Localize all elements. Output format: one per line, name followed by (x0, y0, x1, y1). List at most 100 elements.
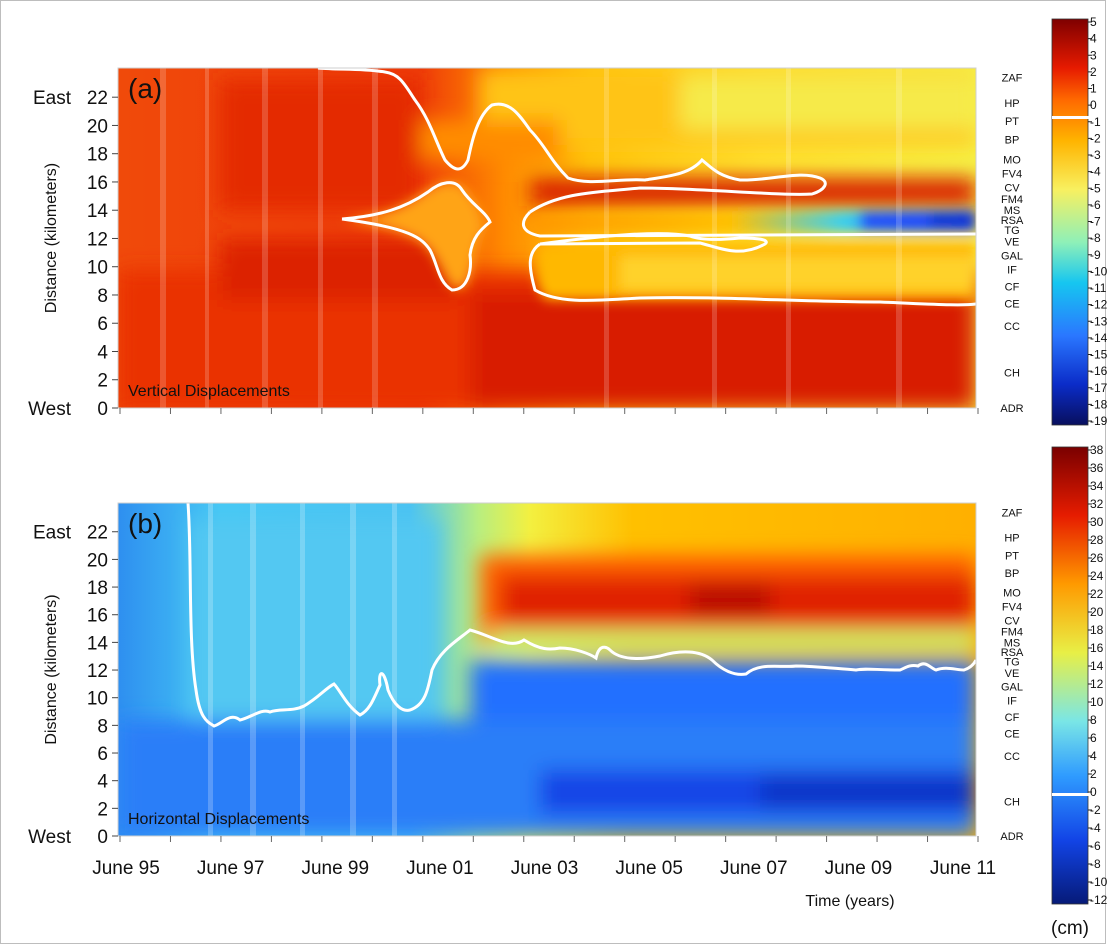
station-label: CH (1004, 796, 1020, 808)
station-label: IF (1007, 695, 1017, 707)
colorbar-tick-label: -10 (1090, 875, 1108, 889)
y-tick-label: 2 (97, 371, 108, 392)
x-tick-label: June 09 (825, 858, 893, 879)
y-end-label-west: West (28, 399, 72, 420)
colorbar-vertical-zero-mark (1052, 116, 1092, 119)
x-tick-label: June 07 (720, 858, 788, 879)
y-tick-label: 20 (87, 116, 108, 137)
colorbar-tick-label: -8 (1090, 857, 1101, 871)
colorbar-tick-label: 14 (1090, 659, 1104, 673)
colorbar-tick-label: -17 (1090, 381, 1108, 395)
colorbar-tick-label: -2 (1090, 803, 1101, 817)
colorbar-tick-label: -13 (1090, 314, 1108, 328)
colorbar-tick-label: 32 (1090, 497, 1104, 511)
colorbar-tick-label: 34 (1090, 479, 1104, 493)
station-label: RSA (1001, 647, 1024, 659)
x-tick-label: June 01 (406, 858, 474, 879)
station-label: VE (1005, 668, 1020, 680)
station-label: GAL (1001, 682, 1023, 694)
colorbar-tick-label: 4 (1090, 749, 1097, 763)
station-label: FV4 (1002, 168, 1022, 180)
colorbar-tick-label: -4 (1090, 821, 1101, 835)
colorbar-tick-label: -19 (1090, 414, 1108, 428)
colorbar-tick-label: -6 (1090, 839, 1101, 853)
colorbar-tick-label: 24 (1090, 569, 1104, 583)
station-label: BP (1005, 135, 1020, 147)
colorbar-tick-label: -8 (1090, 231, 1101, 245)
y-tick-label: 8 (97, 716, 108, 737)
y-tick-label: 4 (97, 342, 108, 363)
colorbar-tick-label: 28 (1090, 533, 1104, 547)
station-label: FV4 (1002, 601, 1022, 613)
station-label: CE (1004, 298, 1019, 310)
y-tick-label: 4 (97, 772, 108, 793)
y-axis-label: Distance (kilometers) (43, 163, 60, 313)
panel-a-annotation: Vertical Displacements (128, 383, 290, 400)
station-label: TG (1004, 225, 1019, 237)
y-tick-label: 20 (87, 550, 108, 571)
colorbar-tick-label: 2 (1090, 767, 1097, 781)
colorbar-tick-label: -4 (1090, 165, 1101, 179)
station-label: HP (1004, 98, 1019, 110)
y-tick-label: 16 (87, 173, 108, 194)
station-label: CV (1004, 183, 1020, 195)
station-label: PT (1005, 116, 1019, 128)
y-tick-label: 22 (87, 88, 108, 109)
y-tick-label: 18 (87, 578, 108, 599)
y-tick-label: 6 (97, 314, 108, 335)
x-tick-label: June 99 (301, 858, 369, 879)
station-label: CF (1005, 712, 1020, 724)
station-label: HP (1004, 532, 1019, 544)
colorbar-tick-label: 30 (1090, 515, 1104, 529)
colorbar-tick-label: 3 (1090, 48, 1097, 62)
station-label: CC (1004, 751, 1020, 763)
station-label: ADR (1000, 403, 1023, 415)
colorbar-tick-label: 1 (1090, 82, 1097, 96)
station-label: FM4 (1001, 194, 1023, 206)
colorbar-tick-label: 16 (1090, 641, 1104, 655)
y-tick-label: 0 (97, 827, 108, 848)
colorbar-horizontal-zero-mark (1052, 793, 1092, 796)
station-label: PT (1005, 550, 1019, 562)
colorbar-tick-label: 0 (1090, 98, 1097, 112)
y-tick-label: 6 (97, 744, 108, 765)
colorbar-tick-label: -3 (1090, 148, 1101, 162)
colorbar-tick-label: -2 (1090, 131, 1101, 145)
colorbar-tick-label: 0 (1090, 785, 1097, 799)
colorbar-tick-label: -18 (1090, 397, 1108, 411)
x-tick-label: June 03 (511, 858, 579, 879)
station-label: ZAF (1002, 507, 1023, 519)
station-label: ZAF (1002, 72, 1023, 84)
x-tick-label: June 97 (197, 858, 265, 879)
panel-a-label: (a) (128, 73, 162, 104)
station-label: MO (1003, 588, 1021, 600)
y-tick-label: 12 (87, 229, 108, 250)
colorbar-vertical (1051, 18, 1092, 426)
colorbar-tick-label: -12 (1090, 298, 1108, 312)
colorbar-tick-label: 26 (1090, 551, 1104, 565)
y-tick-label: 16 (87, 606, 108, 627)
colorbar-tick-label: 36 (1090, 461, 1104, 475)
colorbar-tick-label: 38 (1090, 443, 1104, 457)
station-label: FM4 (1001, 626, 1023, 638)
colorbar-tick-label: -12 (1090, 893, 1108, 907)
y-tick-label: 18 (87, 145, 108, 166)
colorbar-tick-label: 10 (1090, 695, 1104, 709)
station-label: CE (1004, 729, 1019, 741)
colorbar-tick-label: -16 (1090, 364, 1108, 378)
station-label: MS (1004, 205, 1021, 217)
y-tick-label: 0 (97, 399, 108, 420)
colorbar-unit-label: (cm) (1051, 918, 1089, 939)
colorbar-tick-label: -10 (1090, 264, 1108, 278)
y-tick-label: 14 (87, 201, 109, 222)
colorbar-tick-label: -1 (1090, 115, 1101, 129)
colorbar-tick-label: 6 (1090, 731, 1097, 745)
colorbar-tick-label: -6 (1090, 198, 1101, 212)
panel-a-zero-contour (317, 68, 976, 307)
colorbar-tick-label: 12 (1090, 677, 1104, 691)
y-end-label-west: West (28, 827, 72, 848)
panel-b-zero-contour (186, 503, 976, 728)
station-label: ADR (1000, 831, 1023, 843)
colorbar-horizontal (1051, 446, 1092, 905)
